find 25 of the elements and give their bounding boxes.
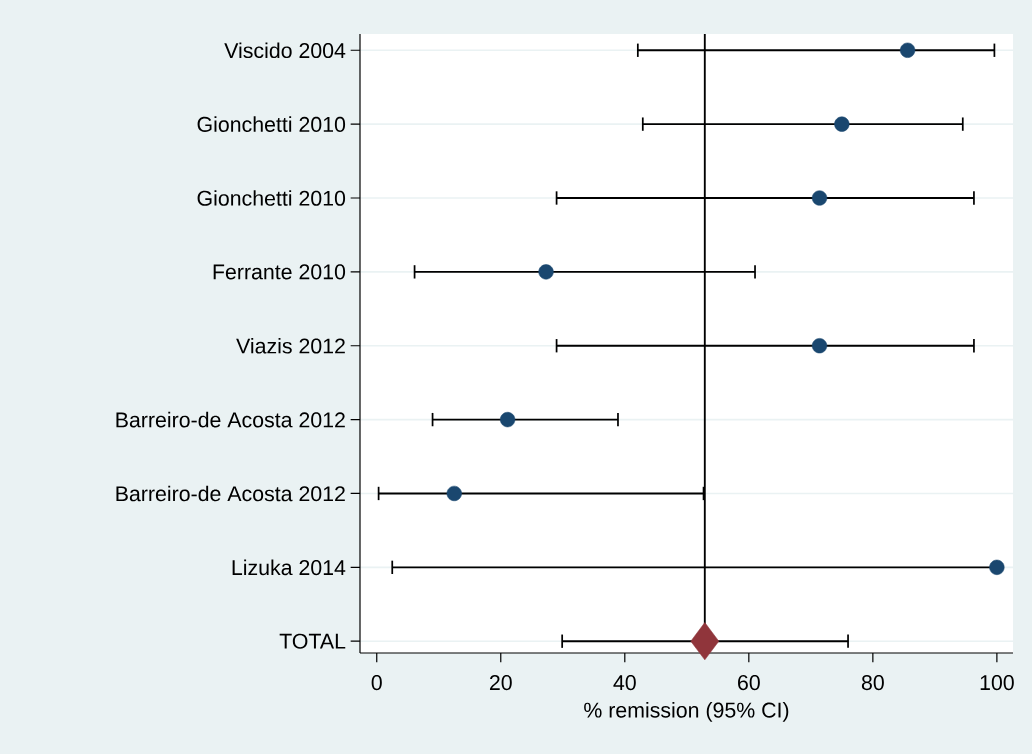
point — [811, 338, 828, 354]
y-tick-label: Gionchetti 2010 — [197, 116, 346, 132]
point — [538, 264, 554, 280]
y-tick-label: Barreiro-de Acosta 2012 — [116, 411, 345, 428]
y-tick-label: Barreiro-de Acosta 2012 — [116, 485, 345, 502]
y-tick-label: TOTAL — [279, 633, 346, 649]
x-tick-label: 20 — [489, 675, 512, 691]
y-tick-label: Viazis 2012 — [236, 337, 345, 354]
point — [446, 485, 462, 502]
point — [899, 42, 916, 58]
point — [690, 622, 720, 661]
x-tick-label: 100 — [980, 675, 1014, 691]
point — [499, 411, 516, 428]
x-tick-label: 0 — [371, 675, 382, 691]
point — [811, 190, 828, 206]
y-tick-label: Ferrante 2010 — [213, 264, 346, 280]
point — [989, 559, 1005, 575]
x-tick-label: 60 — [738, 675, 760, 691]
y-tick-label: Gionchetti 2010 — [197, 190, 346, 206]
x-tick-label: 40 — [613, 675, 636, 691]
point — [834, 116, 850, 132]
x-axis-title: % remission (95% CI) — [584, 701, 789, 722]
x-tick-label: 80 — [861, 675, 884, 691]
y-tick-label: Lizuka 2014 — [232, 559, 346, 576]
y-tick-label: Viscido 2004 — [224, 42, 346, 59]
